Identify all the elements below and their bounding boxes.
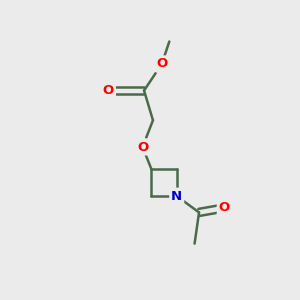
Text: O: O bbox=[103, 84, 114, 97]
Text: O: O bbox=[219, 202, 230, 214]
Text: O: O bbox=[137, 140, 148, 154]
Text: N: N bbox=[171, 190, 182, 202]
Text: O: O bbox=[156, 57, 167, 70]
